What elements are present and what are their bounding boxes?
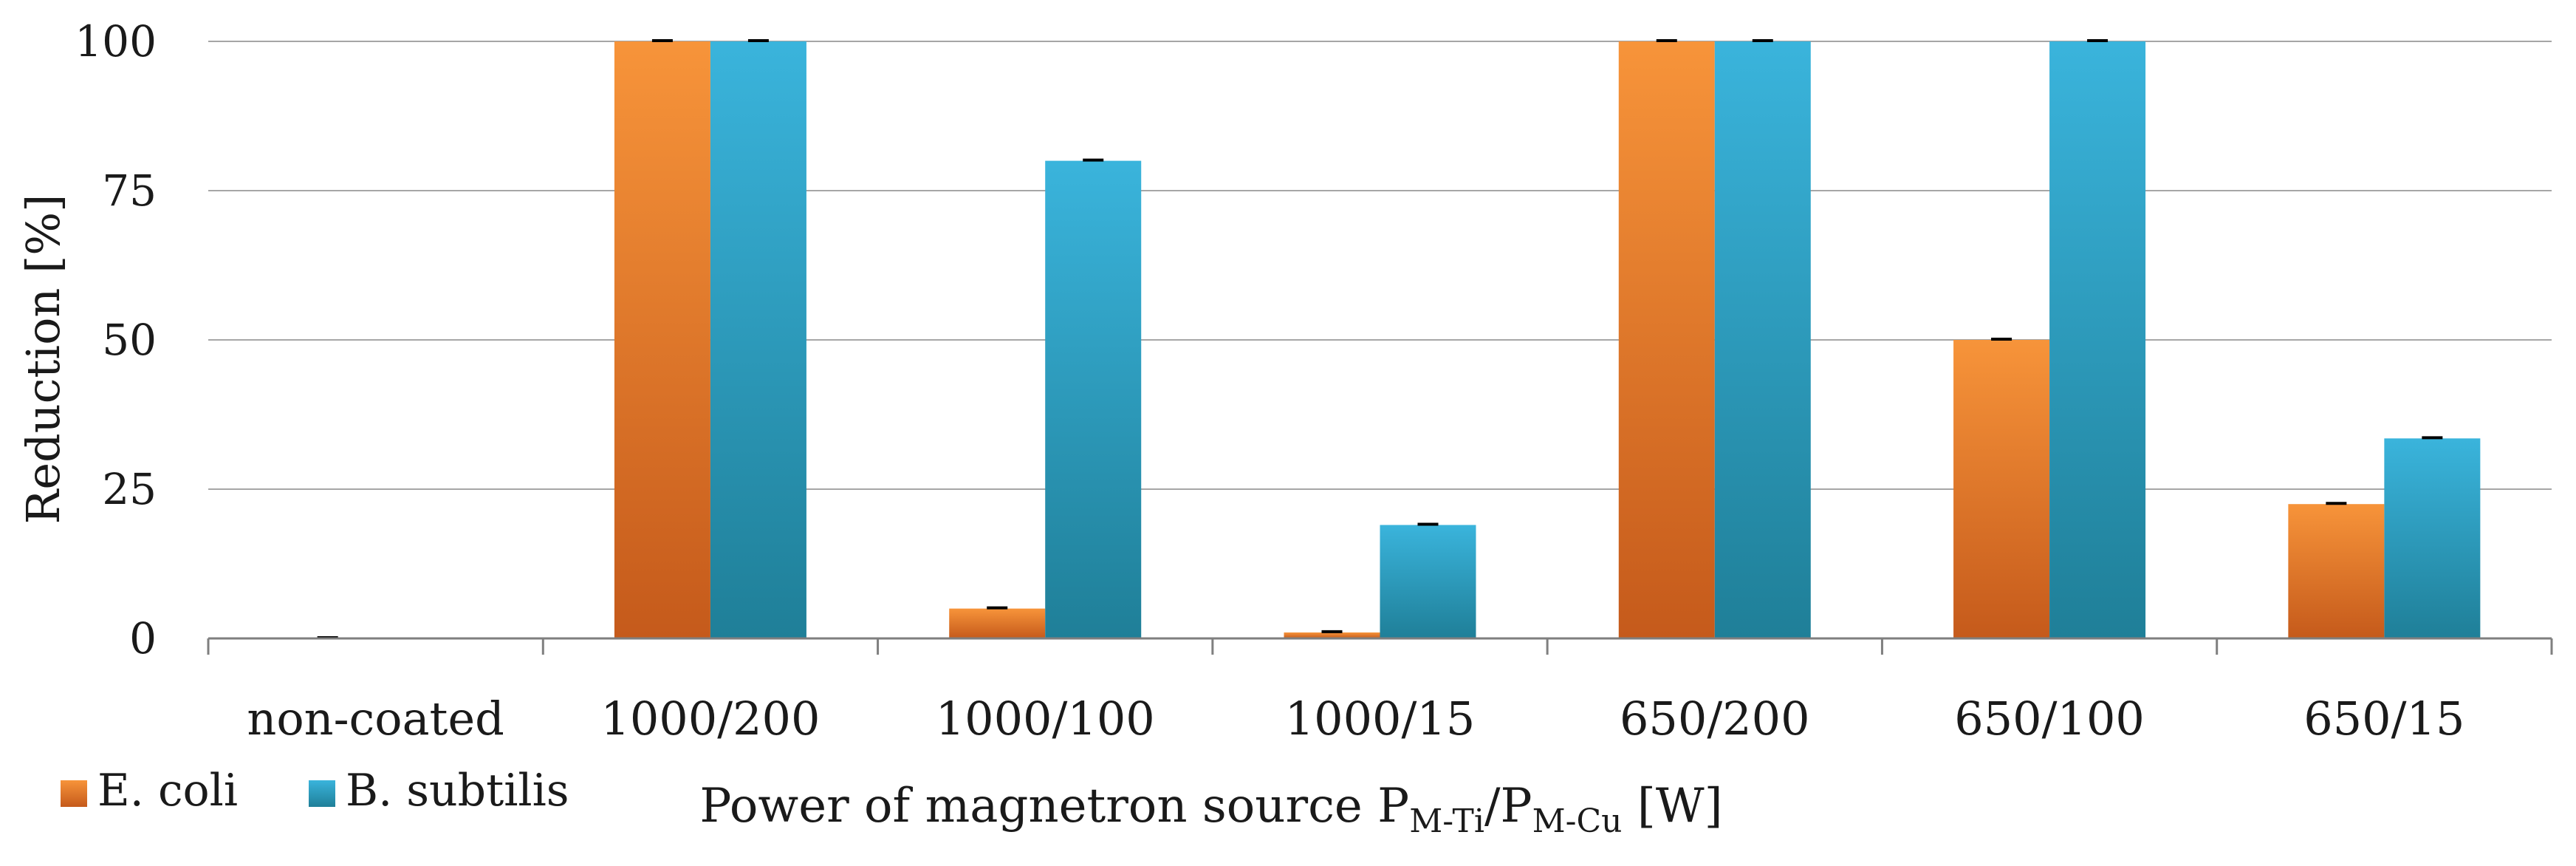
legend: E. coli B. subtilis xyxy=(61,765,569,816)
bar-b-subtilis xyxy=(710,41,806,638)
x-axis xyxy=(207,637,2553,655)
x-tick-label: 1000/100 xyxy=(936,692,1155,746)
y-tick-label: 50 xyxy=(102,315,157,365)
x-axis-label-sub2: M-Cu xyxy=(1532,802,1623,840)
bar-e-coli xyxy=(1953,340,2050,638)
gridlines xyxy=(208,41,2552,490)
y-tick-label: 75 xyxy=(102,166,157,216)
x-tick-label: 650/100 xyxy=(1954,692,2145,746)
x-axis-label-mid: /P xyxy=(1484,779,1532,833)
bar-e-coli xyxy=(1618,41,1715,638)
y-tick-label: 100 xyxy=(75,16,157,67)
y-tick-label: 0 xyxy=(129,613,157,664)
x-tick-label: non-coated xyxy=(247,692,504,746)
x-axis-label-main: Power of magnetron source P xyxy=(699,779,1409,833)
bar-b-subtilis xyxy=(1045,160,1142,639)
bar-e-coli xyxy=(2288,504,2385,638)
x-axis-label-sub1: M-Ti xyxy=(1409,802,1484,840)
legend-swatch-e-coli xyxy=(61,780,87,807)
bar-b-subtilis xyxy=(1380,525,1476,638)
x-axis-ticks: non-coated 1000/200 1000/100 1000/15 650/200… xyxy=(247,692,2464,746)
bar-b-subtilis xyxy=(2384,438,2481,638)
y-axis-ticks: 0 25 50 75 100 xyxy=(75,16,157,664)
bar-e-coli xyxy=(614,41,710,638)
bar-b-subtilis xyxy=(1714,41,1811,638)
legend-label-b-subtilis: B. subtilis xyxy=(346,765,569,816)
x-axis-label-end: [W] xyxy=(1623,779,1723,833)
x-tick-label: 1000/200 xyxy=(600,692,820,746)
x-tick-label: 1000/15 xyxy=(1285,692,1476,746)
y-tick-label: 25 xyxy=(102,464,157,514)
bars xyxy=(317,39,2481,639)
x-tick-label: 650/200 xyxy=(1620,692,1810,746)
bar-e-coli xyxy=(1284,632,1380,638)
legend-swatch-b-subtilis xyxy=(309,780,335,807)
legend-label-e-coli: E. coli xyxy=(97,765,238,816)
x-axis-label: Power of magnetron source PM-Ti/PM-Cu [W… xyxy=(699,779,1722,840)
x-tick-label: 650/15 xyxy=(2303,692,2464,746)
bar-b-subtilis xyxy=(2049,41,2146,638)
bar-e-coli xyxy=(949,608,1046,638)
y-axis-label: Reduction [%] xyxy=(16,194,70,525)
